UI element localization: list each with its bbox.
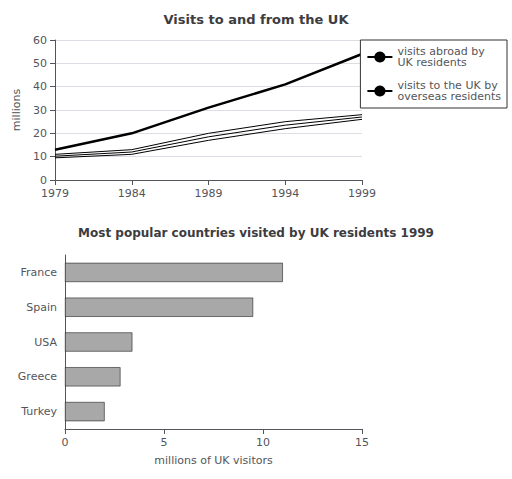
svg-text:overseas residents: overseas residents [397,90,501,103]
svg-text:Spain: Spain [26,301,57,314]
svg-text:0: 0 [62,436,69,449]
svg-text:USA: USA [34,336,57,349]
svg-text:20: 20 [33,127,47,140]
svg-text:France: France [20,266,57,279]
svg-text:15: 15 [355,436,369,449]
svg-text:5: 5 [161,436,168,449]
svg-text:0: 0 [40,174,47,187]
svg-text:1979: 1979 [41,187,69,200]
svg-text:1984: 1984 [118,187,146,200]
svg-text:60: 60 [33,34,47,47]
svg-text:30: 30 [33,104,47,117]
svg-text:visits to the UK by: visits to the UK by [397,79,498,92]
svg-text:visits abroad by: visits abroad by [397,45,485,58]
svg-text:1994: 1994 [271,187,299,200]
svg-text:10: 10 [256,436,270,449]
svg-text:Turkey: Turkey [20,405,57,418]
svg-text:UK residents: UK residents [397,56,467,69]
svg-text:50: 50 [33,57,47,70]
svg-text:1989: 1989 [195,187,223,200]
svg-text:10: 10 [33,150,47,163]
svg-text:Greece: Greece [18,370,57,383]
svg-text:Most popular countries visited: Most popular countries visited by UK res… [78,226,434,240]
svg-text:Visits to and from the UK: Visits to and from the UK [163,12,349,27]
svg-text:millions: millions [10,89,23,132]
svg-text:1999: 1999 [348,187,376,200]
svg-text:40: 40 [33,80,47,93]
svg-text:millions of UK visitors: millions of UK visitors [154,454,273,467]
